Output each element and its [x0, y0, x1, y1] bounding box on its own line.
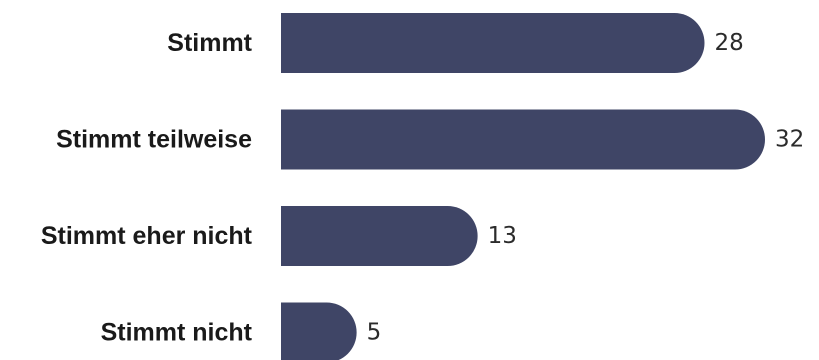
category-label-stimmt-nicht: Stimmt nicht [101, 319, 253, 347]
bars-group [281, 13, 766, 360]
value-label-stimmt-nicht: 5 [367, 320, 382, 346]
bar-stimmt-teilweise [281, 109, 766, 170]
category-label-stimmt-teilweise: Stimmt teilweise [56, 126, 252, 154]
value-label-stimmt-teilweise: 32 [775, 127, 804, 153]
category-label-stimmt: Stimmt [167, 29, 252, 57]
value-label-stimmt: 28 [715, 30, 744, 56]
category-label-stimmt-eher-nicht: Stimmt eher nicht [41, 222, 253, 250]
bar-stimmt-nicht [281, 302, 357, 360]
value-label-stimmt-eher-nicht: 13 [488, 223, 517, 249]
category-labels-group: Stimmt Stimmt teilweise Stimmt eher nicht S… [41, 29, 253, 347]
bar-stimmt-eher-nicht [281, 206, 478, 266]
value-labels-group: 28 32 13 5 [367, 30, 805, 346]
bar-stimmt [281, 13, 705, 73]
